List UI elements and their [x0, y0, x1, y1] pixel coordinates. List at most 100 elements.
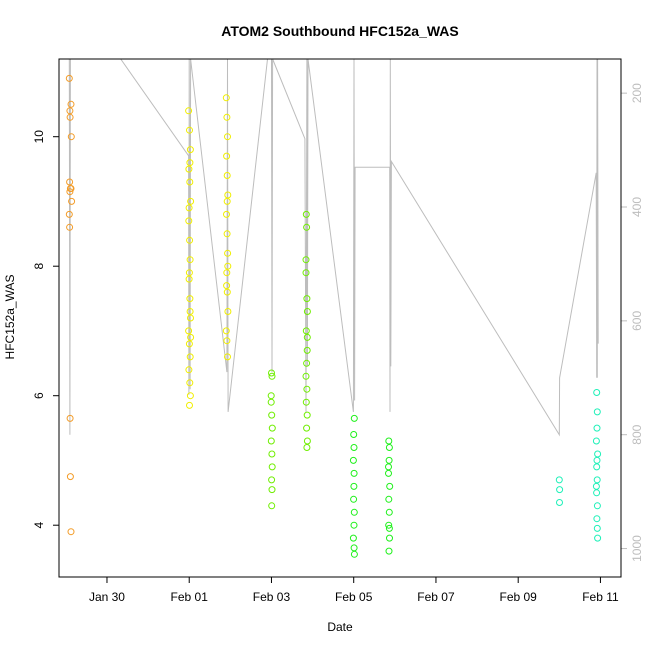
- data-point: [350, 414, 358, 422]
- data-point: [350, 544, 358, 552]
- data-point: [593, 476, 601, 484]
- data-point: [66, 107, 74, 115]
- data-point: [593, 424, 601, 432]
- data-point: [302, 372, 310, 380]
- data-point: [68, 197, 76, 205]
- data-point: [303, 308, 311, 315]
- axes-layer: Jan 30 Feb 01 Feb 03 Feb 05 Feb 07 Feb 09 Feb …: [32, 83, 644, 604]
- data-point: [350, 495, 358, 503]
- data-point: [65, 74, 73, 82]
- data-point: [66, 473, 74, 481]
- data-point: [186, 236, 194, 244]
- data-point: [186, 126, 193, 134]
- data-point: [385, 444, 393, 451]
- data-point: [385, 469, 392, 477]
- data-point: [303, 411, 311, 419]
- data-point: [186, 146, 194, 154]
- data-point: [223, 337, 231, 345]
- y2-tick-label: 800: [630, 424, 644, 444]
- data-point: [185, 340, 193, 348]
- data-point: [187, 314, 194, 322]
- data-point: [303, 333, 311, 341]
- data-point: [555, 476, 563, 484]
- x-tick-label: Feb 11: [582, 590, 619, 604]
- data-point: [268, 369, 275, 377]
- plot-frame: [58, 58, 622, 578]
- data-point: [385, 508, 393, 516]
- data-point: [350, 508, 358, 516]
- data-point: [593, 502, 601, 510]
- data-point: [302, 210, 310, 218]
- y-axis-label: HFC152a_WAS: [3, 275, 17, 360]
- data-point: [66, 223, 74, 231]
- data-point: [594, 534, 602, 542]
- data-point: [267, 398, 275, 406]
- data-point: [349, 534, 357, 542]
- data-point: [303, 223, 311, 231]
- data-point: [268, 411, 276, 419]
- data-point: [67, 185, 75, 192]
- data-point: [268, 502, 276, 510]
- data-point: [350, 550, 358, 558]
- data-point: [65, 210, 73, 218]
- data-point: [186, 379, 194, 387]
- data-point: [267, 392, 275, 400]
- data-point: [350, 482, 358, 490]
- data-point: [224, 249, 232, 257]
- data-point: [268, 476, 276, 484]
- data-point: [593, 524, 601, 532]
- data-point: [385, 463, 392, 471]
- data-point: [186, 308, 194, 315]
- data-point: [302, 398, 310, 406]
- data-point: [186, 256, 194, 264]
- data-point: [186, 401, 193, 409]
- data-point: [185, 204, 193, 212]
- data-point: [385, 547, 393, 555]
- data-point: [303, 437, 311, 445]
- data-point: [223, 230, 231, 238]
- data-point: [268, 486, 276, 494]
- data-point: [185, 327, 193, 335]
- y2-tick-label: 1000: [630, 535, 644, 562]
- data-point: [66, 414, 74, 422]
- data-point: [302, 256, 310, 264]
- altitude-track-layer: [68, 58, 599, 437]
- data-point: [268, 450, 276, 458]
- data-point: [593, 489, 601, 497]
- data-point: [66, 113, 74, 121]
- data-point: [385, 524, 393, 532]
- y-tick-label: 10: [32, 130, 46, 144]
- data-point: [385, 495, 393, 503]
- data-point: [186, 353, 194, 361]
- x-tick-label: Feb 07: [417, 590, 455, 604]
- data-point: [350, 444, 358, 451]
- data-point: [385, 437, 393, 445]
- y-tick-label: 4: [32, 522, 46, 529]
- data-point: [186, 159, 194, 167]
- data-point: [223, 269, 231, 277]
- data-point: [66, 188, 74, 196]
- x-tick-label: Feb 09: [500, 590, 538, 604]
- data-point: [186, 392, 194, 400]
- data-point: [67, 133, 75, 141]
- data-point: [556, 486, 564, 494]
- data-point: [222, 327, 230, 335]
- x-tick-label: Feb 01: [171, 590, 209, 604]
- data-point: [303, 295, 311, 303]
- data-point: [187, 197, 195, 205]
- data-point: [185, 217, 193, 225]
- data-point: [385, 521, 393, 529]
- data-point: [185, 165, 193, 173]
- data-point: [186, 178, 194, 186]
- data-point: [303, 346, 311, 354]
- data-point: [223, 210, 230, 218]
- data-point: [224, 133, 231, 141]
- chart-title: ATOM2 Southbound HFC152a_WAS: [221, 23, 459, 39]
- data-point: [592, 437, 600, 445]
- data-point: [223, 172, 231, 179]
- data-point: [224, 353, 231, 361]
- data-point: [556, 499, 563, 506]
- data-point: [223, 282, 231, 290]
- data-point: [268, 463, 276, 471]
